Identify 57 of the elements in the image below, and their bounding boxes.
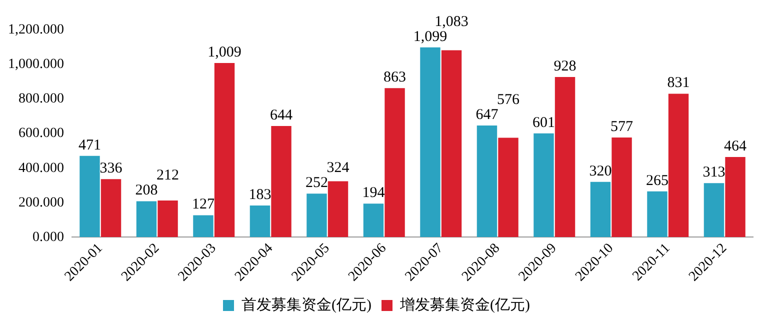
bar xyxy=(80,156,100,238)
bar xyxy=(725,157,746,238)
y-tick-label: 1,000.000 xyxy=(8,57,64,72)
data-label: 127 xyxy=(192,196,215,213)
data-label: 601 xyxy=(532,114,555,131)
data-label: 194 xyxy=(362,185,386,202)
bar xyxy=(306,194,327,238)
bar xyxy=(498,138,518,238)
data-label: 863 xyxy=(384,70,406,86)
data-label: 647 xyxy=(476,106,499,123)
bar xyxy=(590,182,611,238)
data-label: 1,099 xyxy=(413,28,448,45)
bar xyxy=(704,183,724,238)
y-tick-label: 600.000 xyxy=(18,126,64,142)
bar xyxy=(250,206,270,238)
bar xyxy=(214,62,235,238)
data-label: 928 xyxy=(554,58,576,74)
y-tick-label: 1,200.000 xyxy=(8,22,64,38)
y-tick-label: 400.000 xyxy=(18,160,64,176)
data-label: 577 xyxy=(610,118,634,135)
data-label: 320 xyxy=(589,163,612,180)
legend-label: 增发募集资金(亿元) xyxy=(399,296,530,314)
data-label: 313 xyxy=(702,164,726,181)
data-label: 324 xyxy=(326,160,350,176)
bar xyxy=(328,181,348,238)
y-tick-label: 0.000 xyxy=(32,230,64,245)
bar xyxy=(136,201,157,238)
bar xyxy=(420,47,440,238)
data-label: 336 xyxy=(100,160,123,177)
bar xyxy=(271,126,292,238)
bar xyxy=(441,50,462,238)
bar xyxy=(476,125,498,238)
data-label: 471 xyxy=(78,137,101,154)
bar xyxy=(363,204,384,238)
data-label: 576 xyxy=(497,92,520,108)
data-label: 831 xyxy=(667,75,690,92)
bar xyxy=(534,133,554,238)
data-label: 208 xyxy=(135,182,158,199)
legend-label: 首发募集资金(亿元) xyxy=(242,296,372,314)
bar xyxy=(554,76,576,238)
data-label: 644 xyxy=(270,107,294,124)
data-label: 252 xyxy=(305,175,328,192)
data-label: 464 xyxy=(724,138,748,154)
bar xyxy=(647,191,668,238)
data-label: 1,083 xyxy=(434,14,468,30)
y-tick-label: 800.000 xyxy=(18,92,64,107)
bar xyxy=(100,179,122,238)
data-label: 212 xyxy=(156,168,180,184)
data-label: 183 xyxy=(248,186,272,203)
y-tick-label: 200.000 xyxy=(18,195,64,210)
bar xyxy=(384,88,405,238)
data-label: 1,009 xyxy=(208,44,242,60)
bar xyxy=(612,138,632,238)
data-label: 265 xyxy=(646,172,668,189)
bar xyxy=(158,200,178,238)
bar xyxy=(668,94,689,238)
bar xyxy=(193,215,214,238)
